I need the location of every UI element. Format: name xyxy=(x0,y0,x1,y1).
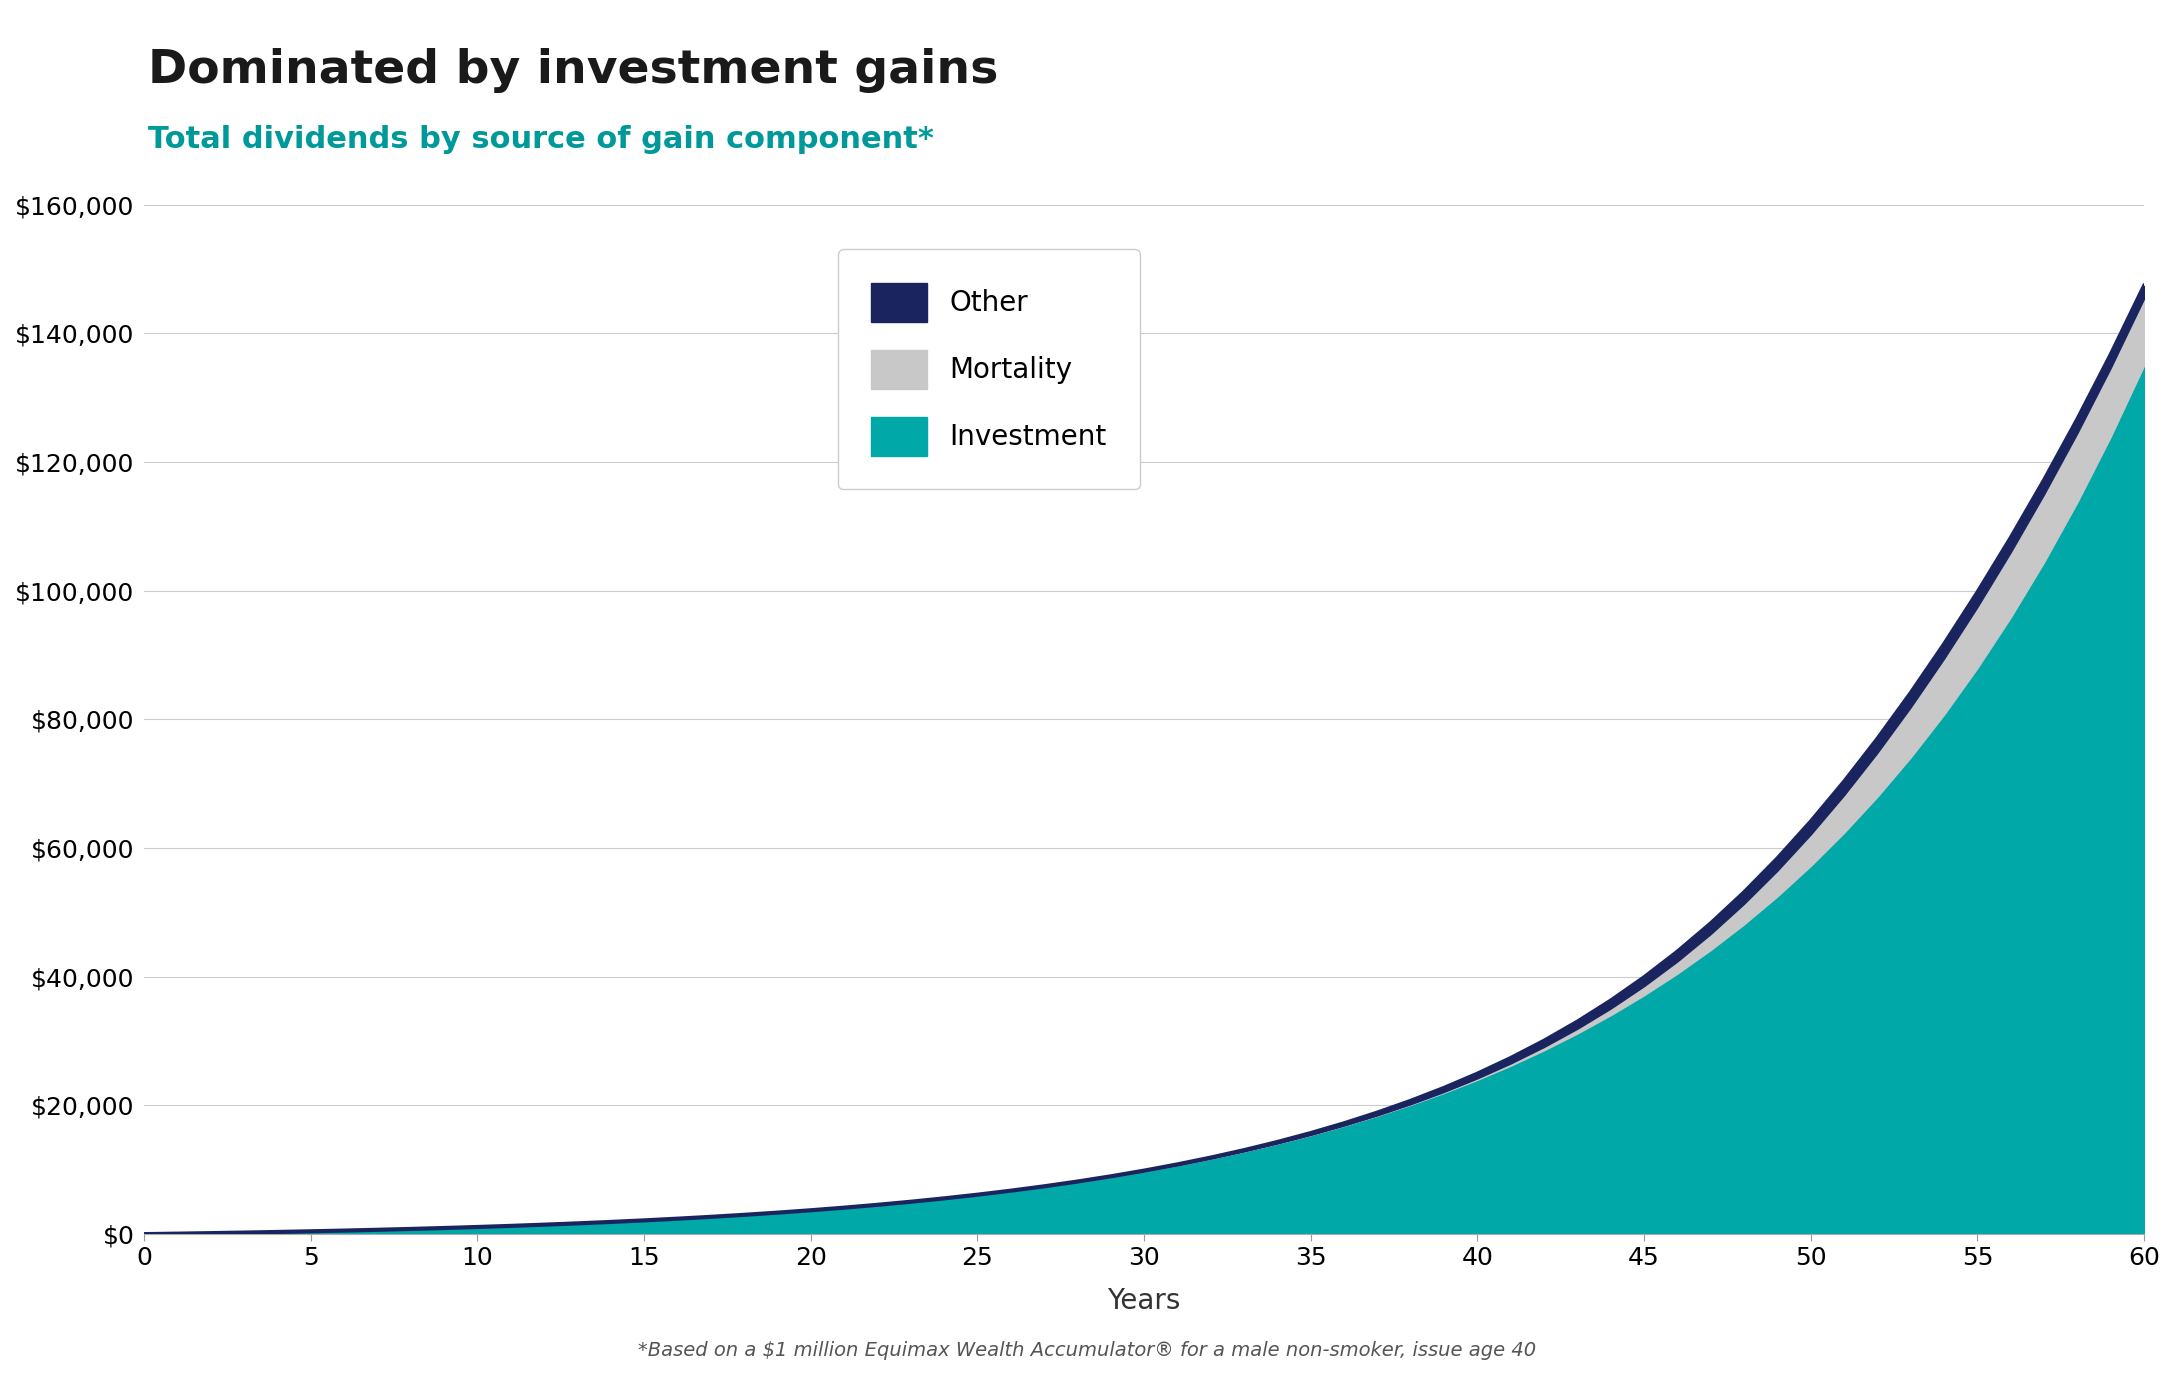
Text: Dominated by investment gains: Dominated by investment gains xyxy=(148,48,998,93)
Text: Total dividends by source of gain component*: Total dividends by source of gain compon… xyxy=(148,125,933,154)
Text: *Based on a $1 million Equimax Wealth Accumulator® for a male non-smoker, issue : *Based on a $1 million Equimax Wealth Ac… xyxy=(639,1341,1536,1360)
X-axis label: Years: Years xyxy=(1107,1287,1181,1314)
Legend: Other, Mortality, Investment: Other, Mortality, Investment xyxy=(837,249,1140,489)
